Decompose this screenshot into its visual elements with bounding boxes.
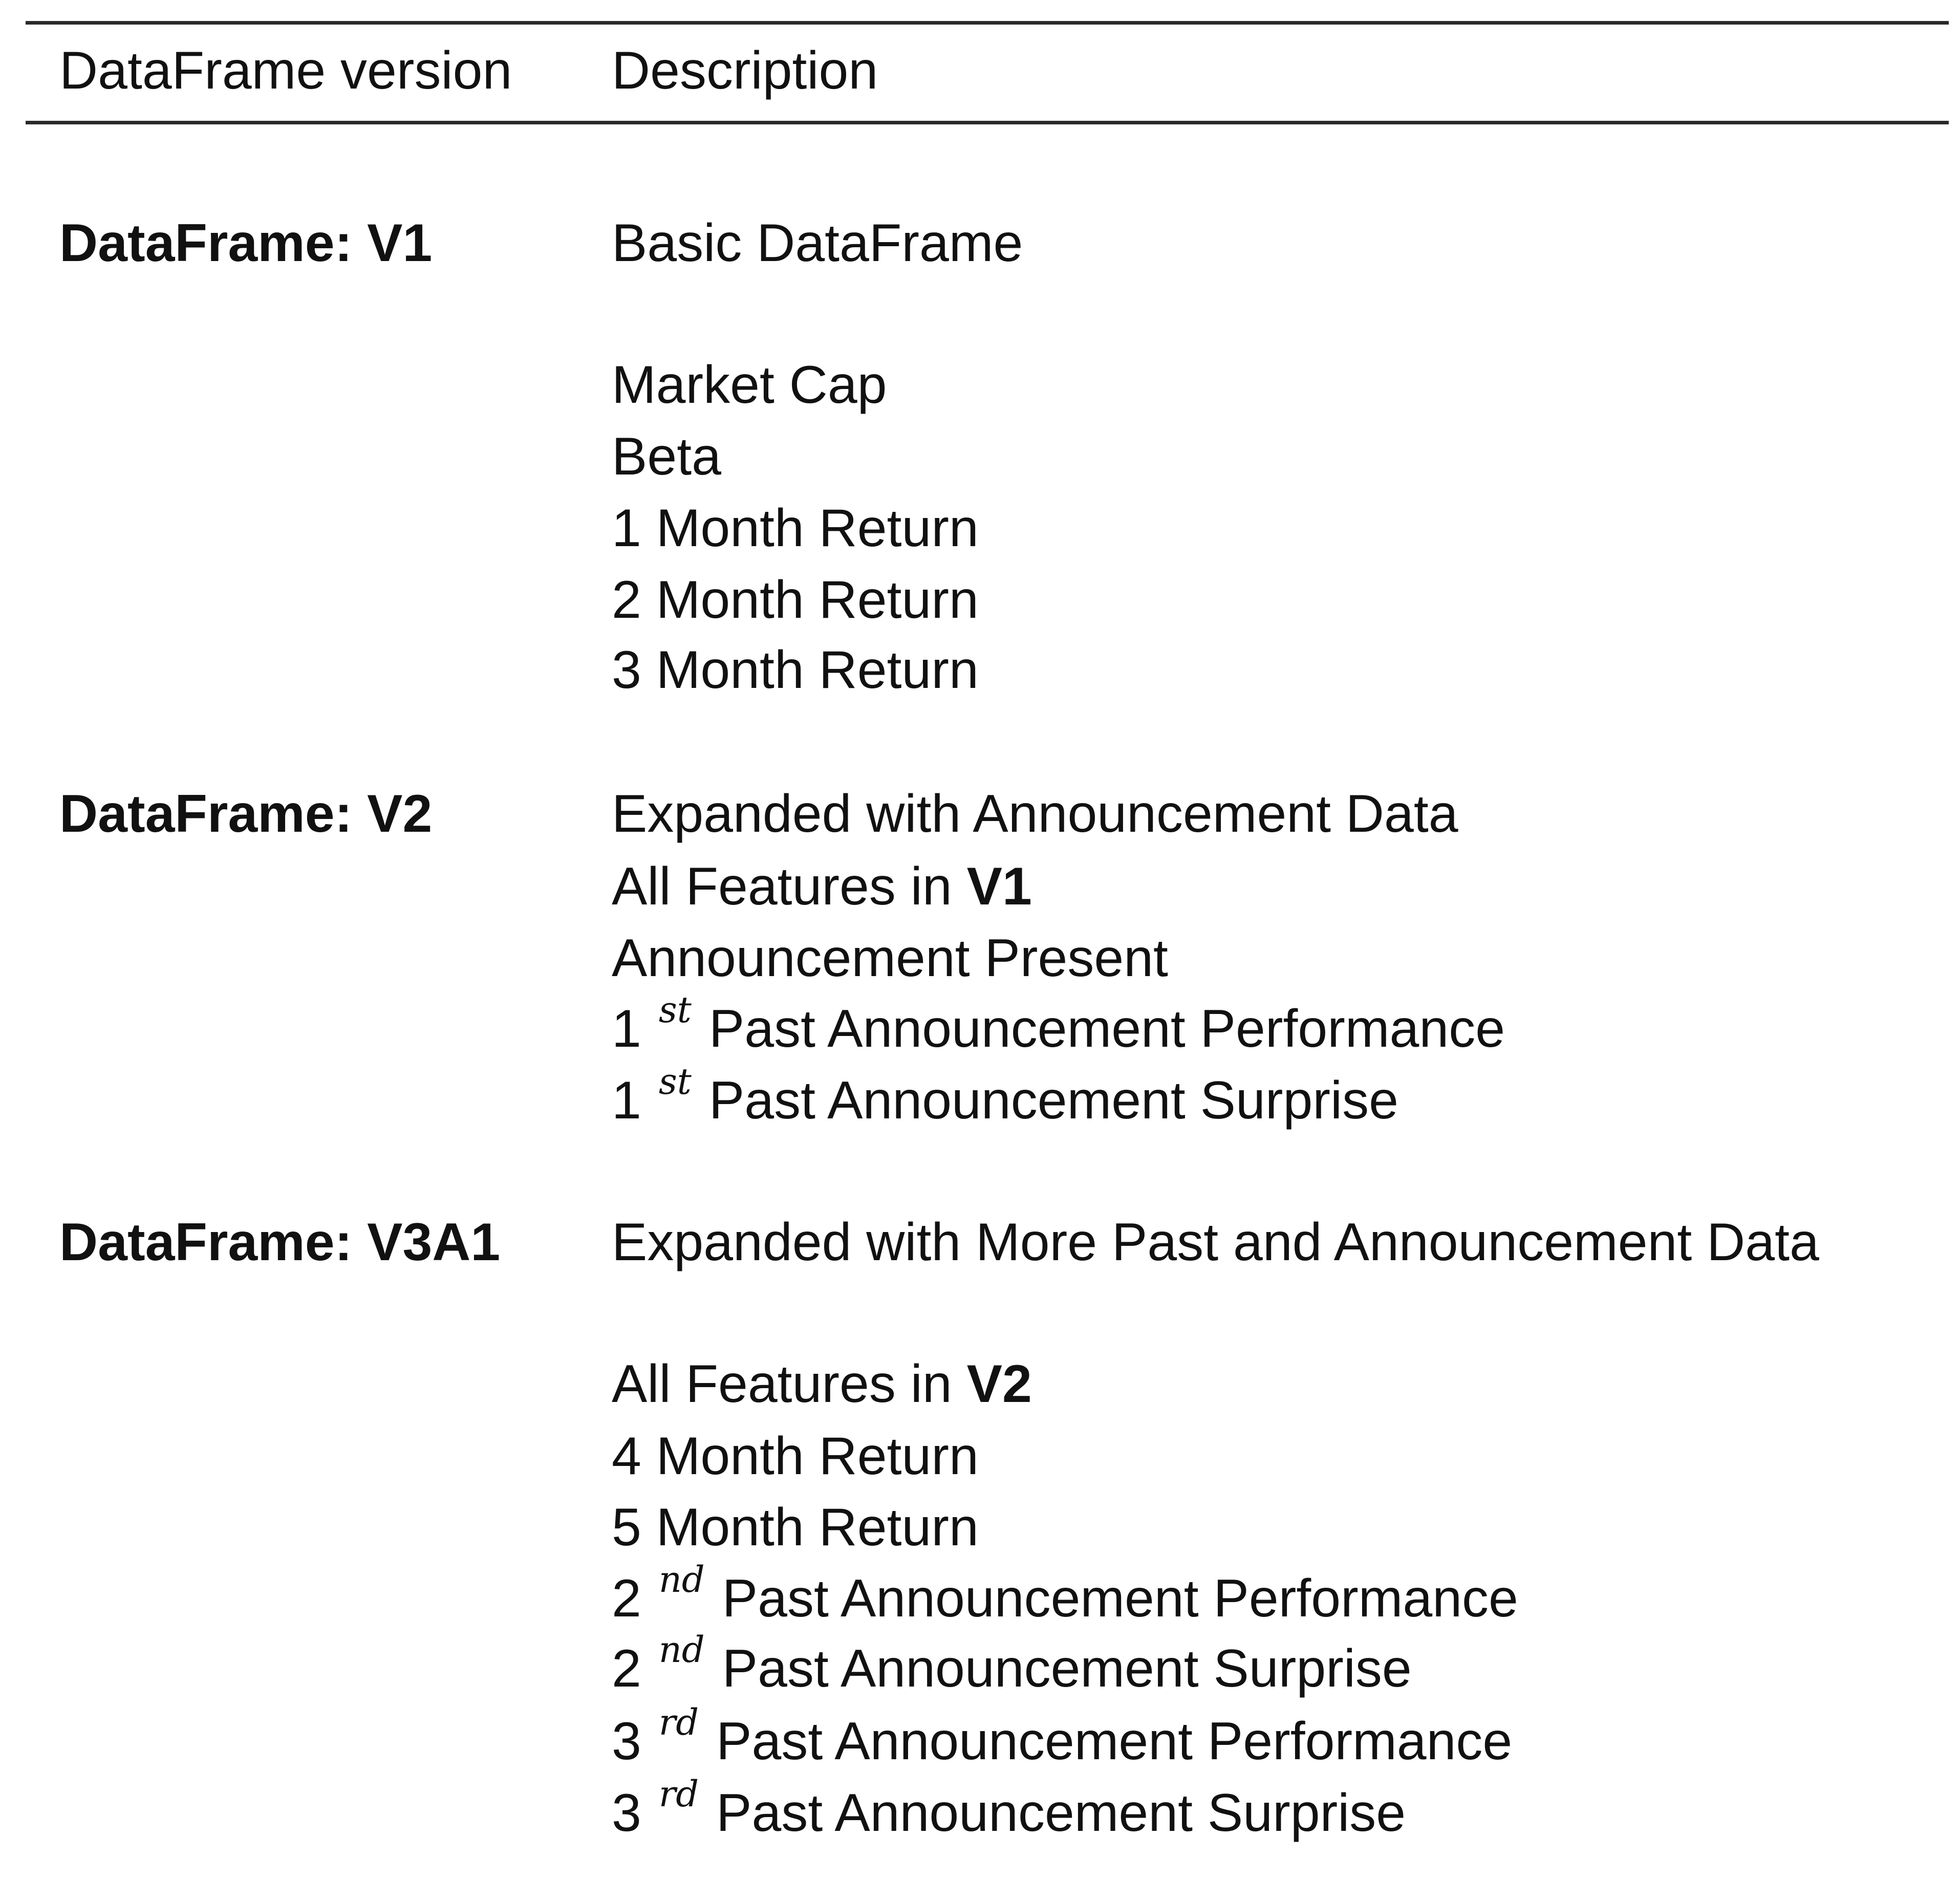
feature-text: Past Announcement Performance [722, 1569, 1518, 1628]
inherit-ref: V1 [966, 857, 1032, 916]
version-v3a1: DataFrame: V3A1 [59, 1213, 501, 1272]
ordinal-number: 1 [612, 1071, 641, 1130]
version-v1: DataFrame: V1 [59, 213, 433, 273]
feature-item: 1 Month Return [612, 499, 979, 558]
ordinal-suffix: rd [658, 1773, 699, 1815]
v1-title: Basic DataFrame [612, 213, 1023, 273]
feature-item: 3 rd Past Announcement Surprise [612, 1776, 1406, 1843]
table-header-rule [26, 121, 1949, 124]
feature-text: Past Announcement Surprise [708, 1071, 1398, 1130]
inherit-prefix: All Features in [612, 857, 967, 916]
feature-item: Announcement Present [612, 928, 1168, 988]
ordinal-number: 2 [612, 1639, 641, 1698]
feature-text: Past Announcement Performance [708, 999, 1505, 1059]
ordinal-suffix: st [658, 1061, 692, 1103]
feature-item: 4 Month Return [612, 1427, 979, 1486]
v2-title: Expanded with Announcement Data [612, 784, 1458, 844]
feature-item: Market Cap [612, 355, 887, 415]
ordinal-suffix: st [658, 989, 692, 1031]
ordinal-number: 3 [612, 1783, 641, 1843]
inherit-prefix: All Features in [612, 1354, 967, 1414]
feature-item: 1 st Past Announcement Performance [612, 992, 1505, 1059]
ordinal-number: 2 [612, 1569, 641, 1628]
inherit-ref: V2 [966, 1354, 1032, 1414]
feature-item: 2 Month Return [612, 570, 979, 630]
header-version: DataFrame version [59, 41, 512, 100]
inherit-line: All Features in V1 [612, 860, 1032, 913]
v3a1-title: Expanded with More Past and Announcement… [612, 1213, 1819, 1272]
ordinal-suffix: nd [658, 1559, 705, 1601]
ordinal-number: 1 [612, 999, 641, 1059]
table-top-rule [26, 21, 1949, 25]
feature-item: 1 st Past Announcement Surprise [612, 1064, 1398, 1130]
feature-item: 2 nd Past Announcement Surprise [612, 1632, 1412, 1698]
feature-text: Past Announcement Surprise [722, 1639, 1412, 1698]
feature-item: 3 rd Past Announcement Performance [612, 1704, 1513, 1771]
feature-item: 5 Month Return [612, 1498, 979, 1557]
header-description: Description [612, 41, 878, 100]
ordinal-suffix: nd [658, 1629, 705, 1671]
ordinal-number: 3 [612, 1712, 641, 1771]
feature-text: Past Announcement Surprise [716, 1783, 1406, 1843]
feature-text: Past Announcement Performance [716, 1712, 1513, 1771]
feature-item: Beta [612, 427, 721, 486]
feature-item: 2 nd Past Announcement Performance [612, 1562, 1518, 1628]
version-v2: DataFrame: V2 [59, 784, 433, 844]
feature-item: 3 Month Return [612, 640, 979, 700]
ordinal-suffix: rd [658, 1701, 699, 1743]
inherit-line: All Features in V2 [612, 1357, 1032, 1411]
